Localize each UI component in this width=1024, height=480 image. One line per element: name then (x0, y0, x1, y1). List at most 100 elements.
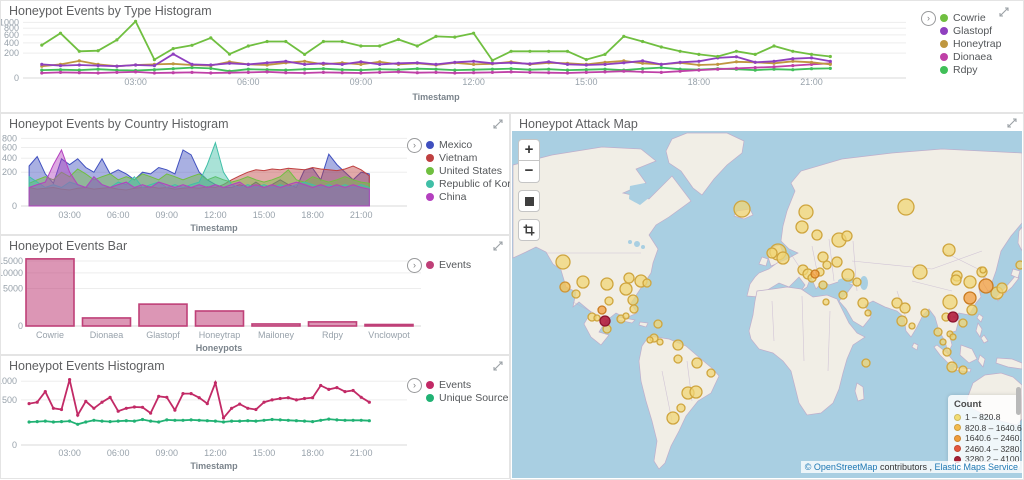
data-point[interactable] (791, 64, 795, 68)
attack-bubble[interactable] (689, 385, 703, 399)
data-point[interactable] (43, 390, 47, 394)
data-point[interactable] (246, 419, 250, 423)
data-point[interactable] (58, 31, 63, 35)
zoom-out-button[interactable]: − (518, 161, 540, 183)
data-point[interactable] (697, 59, 701, 63)
attack-bubble[interactable] (599, 315, 611, 327)
data-point[interactable] (809, 67, 814, 71)
data-point[interactable] (734, 49, 739, 53)
attack-bubble[interactable] (857, 297, 869, 309)
data-point[interactable] (165, 418, 169, 422)
attack-bubble[interactable] (604, 296, 614, 306)
attack-bubble[interactable] (706, 368, 716, 378)
data-point[interactable] (359, 44, 363, 48)
expand-icon[interactable] (1007, 118, 1017, 128)
data-point[interactable] (100, 400, 104, 404)
data-point[interactable] (43, 419, 47, 423)
data-point[interactable] (472, 62, 476, 66)
legend-item-Unique Source IPs[interactable]: Unique Source IPs (426, 391, 527, 404)
data-point[interactable] (302, 396, 307, 401)
data-point[interactable] (509, 67, 513, 71)
attack-bubble[interactable] (822, 298, 830, 306)
data-point[interactable] (278, 396, 282, 401)
data-point[interactable] (115, 38, 119, 42)
data-point[interactable] (238, 419, 242, 423)
data-point[interactable] (254, 407, 258, 412)
data-point[interactable] (509, 70, 513, 74)
data-point[interactable] (294, 398, 298, 402)
data-point[interactable] (415, 44, 419, 48)
data-point[interactable] (641, 61, 645, 65)
attack-bubble[interactable] (656, 338, 664, 346)
legend-item-Republic of Korea[interactable]: Republic of Korea (426, 177, 522, 190)
data-point[interactable] (173, 408, 177, 412)
attack-bubble[interactable] (841, 268, 855, 282)
data-point[interactable] (641, 70, 645, 74)
attack-bubble[interactable] (933, 327, 943, 337)
data-point[interactable] (641, 67, 645, 71)
data-point[interactable] (265, 61, 269, 65)
expand-icon[interactable] (493, 361, 503, 371)
data-point[interactable] (327, 417, 331, 421)
data-point[interactable] (134, 19, 138, 23)
data-point[interactable] (453, 60, 457, 64)
legend-toggle-icon[interactable]: › (407, 378, 422, 393)
data-point[interactable] (157, 420, 161, 424)
attack-bubble[interactable] (864, 309, 872, 317)
data-point[interactable] (197, 418, 201, 422)
data-point[interactable] (284, 59, 288, 63)
data-point[interactable] (359, 71, 363, 75)
data-point[interactable] (311, 420, 315, 424)
data-point[interactable] (378, 70, 382, 74)
data-point[interactable] (294, 419, 298, 423)
data-point[interactable] (584, 63, 588, 67)
data-point[interactable] (84, 399, 88, 403)
data-point[interactable] (134, 63, 138, 67)
attack-bubble[interactable] (958, 365, 968, 375)
data-point[interactable] (678, 49, 682, 53)
data-point[interactable] (490, 58, 494, 63)
data-point[interactable] (265, 39, 269, 44)
legend-item-Events[interactable]: Events (426, 378, 527, 391)
attack-bubble[interactable] (950, 274, 962, 286)
data-point[interactable] (340, 71, 344, 75)
attack-bubble[interactable] (576, 275, 590, 289)
data-point[interactable] (319, 383, 323, 388)
data-point[interactable] (340, 68, 344, 72)
data-point[interactable] (190, 70, 194, 74)
data-point[interactable] (359, 62, 363, 66)
area-series-Mexico[interactable] (28, 149, 370, 207)
data-point[interactable] (378, 67, 382, 71)
data-point[interactable] (286, 396, 290, 400)
data-point[interactable] (809, 56, 814, 60)
attack-bubble[interactable] (622, 312, 630, 320)
attack-bubble[interactable] (908, 322, 916, 330)
attack-bubble[interactable] (673, 354, 683, 364)
data-point[interactable] (603, 70, 607, 74)
data-point[interactable] (509, 49, 513, 53)
data-point[interactable] (622, 61, 626, 65)
data-point[interactable] (565, 62, 570, 66)
data-point[interactable] (152, 64, 156, 68)
data-point[interactable] (149, 419, 153, 423)
data-point[interactable] (58, 70, 63, 74)
data-point[interactable] (434, 70, 438, 74)
data-point[interactable] (319, 418, 323, 422)
data-point[interactable] (35, 400, 39, 404)
data-point[interactable] (697, 68, 701, 72)
data-point[interactable] (603, 62, 607, 66)
attack-bubble[interactable] (597, 305, 607, 315)
data-point[interactable] (659, 45, 663, 49)
data-point[interactable] (303, 71, 307, 75)
attack-bubble[interactable] (593, 314, 601, 322)
attack-bubble[interactable] (811, 229, 823, 241)
data-point[interactable] (58, 68, 63, 72)
data-point[interactable] (327, 387, 331, 391)
attack-bubble[interactable] (672, 339, 684, 351)
attack-bubble[interactable] (555, 254, 571, 270)
expand-icon[interactable] (493, 119, 503, 129)
data-point[interactable] (132, 419, 136, 423)
data-point[interactable] (809, 60, 814, 64)
data-point[interactable] (303, 62, 307, 66)
data-point[interactable] (213, 381, 217, 385)
